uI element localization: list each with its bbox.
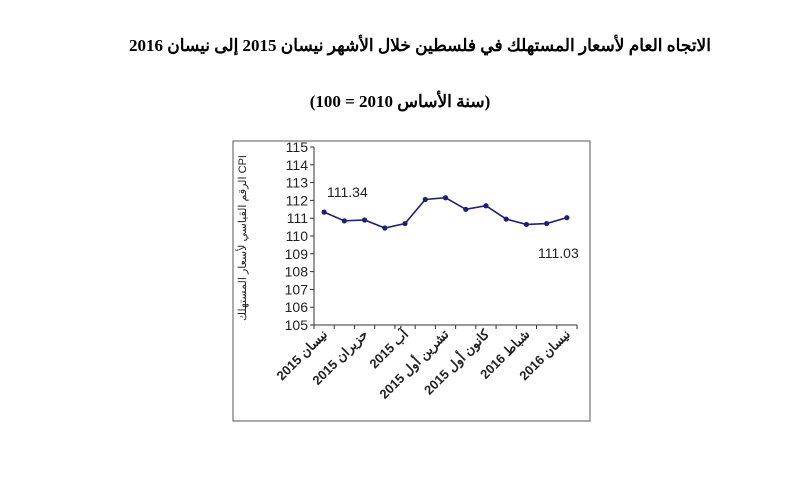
data-point xyxy=(341,218,347,224)
chart-subtitle: (سنة الأساس 2010 = 100) xyxy=(309,92,491,111)
data-point xyxy=(422,196,428,203)
data-point xyxy=(361,217,368,223)
y-tick-label: 112 xyxy=(286,192,309,208)
data-point xyxy=(483,203,489,209)
last-value-label: 111.03 xyxy=(538,245,579,261)
y-tick-label: 110 xyxy=(286,228,309,244)
y-tick-label: 108 xyxy=(285,264,309,280)
y-tick-label: 109 xyxy=(285,246,309,262)
data-point xyxy=(463,206,469,212)
y-tick-label: 113 xyxy=(286,175,309,191)
x-tick-label: تشرين أول 2015 xyxy=(376,326,453,403)
data-point xyxy=(382,225,388,231)
y-axis-label: الرقم القياسي لأسعار المستهلك CPI xyxy=(235,155,249,321)
y-tick-label: 105 xyxy=(285,317,309,333)
chart-frame xyxy=(232,140,591,422)
y-tick-label: 115 xyxy=(286,139,309,155)
first-value-label: 111.34 xyxy=(327,184,368,200)
data-point xyxy=(564,215,570,221)
data-point xyxy=(442,195,449,201)
cpi-series-line xyxy=(323,196,568,229)
data-point xyxy=(503,216,509,222)
data-point xyxy=(321,209,327,215)
y-tick-label: 106 xyxy=(285,299,309,315)
y-tick-label: 107 xyxy=(285,281,309,297)
y-tick-label: 111 xyxy=(287,210,308,226)
data-point xyxy=(523,221,530,228)
chart-title: الاتجاه العام لأسعار المستهلك في فلسطين … xyxy=(129,36,711,55)
data-point xyxy=(544,220,550,227)
y-tick-label: 114 xyxy=(286,157,309,173)
data-point xyxy=(402,220,408,227)
